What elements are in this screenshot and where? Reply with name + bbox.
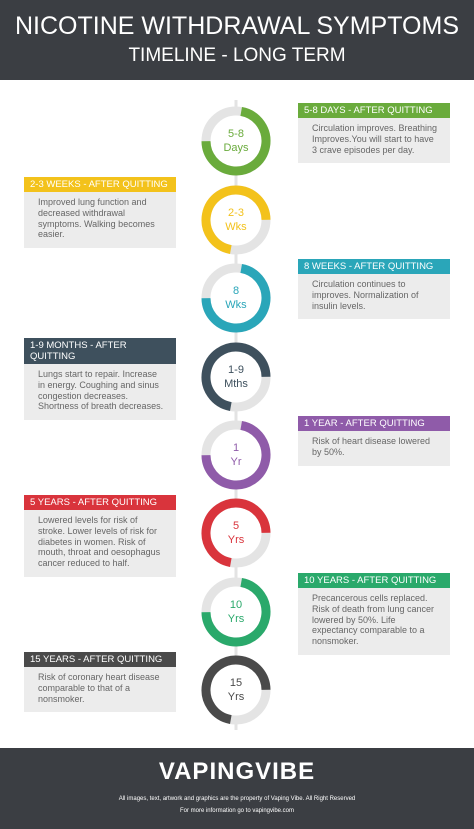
card-heading: 15 YEARS - AFTER QUITTING — [24, 652, 176, 667]
card-text: Circulation continues to improves. Norma… — [312, 279, 419, 311]
milestone-card: 1 YEAR - AFTER QUITTING Risk of heart dis… — [298, 416, 450, 466]
subtitle: TIMELINE - LONG TERM — [128, 45, 346, 66]
card-heading: 2-3 WEEKS - AFTER QUITTING — [24, 177, 176, 192]
circle-label: Yrs — [228, 534, 245, 546]
card-text: Lungs start to repair. Increase in energ… — [38, 369, 164, 412]
notice: All images, text, artwork and graphics a… — [118, 796, 356, 802]
milestone-card: 5 YEARS - AFTER QUITTING Lowered levels f… — [24, 495, 176, 577]
title: NICOTINE WITHDRAWAL SYMPTOMS — [15, 12, 459, 40]
circle-arc — [201, 498, 271, 568]
card-text: Circulation improves. Breathing Improves… — [312, 123, 438, 155]
circle-arc — [201, 577, 271, 647]
circle-label: Wks — [225, 299, 247, 311]
milestone-card: 5-8 DAYS - AFTER QUITTING Circulation imp… — [298, 103, 450, 164]
milestone-card: 2-3 WEEKS - AFTER QUITTING Improved lung … — [24, 177, 176, 249]
circle-arc — [201, 655, 271, 725]
circle-label: 15 — [230, 677, 242, 689]
circle-label: 1-9 — [228, 364, 244, 376]
card-heading: 1-9 MONTHS - AFTER QUITTING — [24, 338, 176, 364]
circle-label: Days — [223, 142, 249, 154]
card-text: Lowered levels for risk of stroke. Lower… — [38, 515, 161, 569]
card-text: Precancerous cells replaced. Risk of dea… — [312, 593, 435, 647]
circle-arc — [201, 263, 271, 333]
circle-label: Yrs — [228, 691, 245, 703]
card-heading: 1 YEAR - AFTER QUITTING — [298, 416, 450, 431]
milestone-card: 15 YEARS - AFTER QUITTING Risk of coronar… — [24, 652, 176, 713]
circle-arc — [201, 185, 271, 255]
milestone-card: 1-9 MONTHS - AFTER QUITTING Lungs start t… — [24, 338, 176, 421]
circle-arc — [201, 342, 271, 412]
circle-label: Yr — [231, 456, 242, 468]
card-heading: 5 YEARS - AFTER QUITTING — [24, 495, 176, 510]
footer: VAPINGVIBE All images, text, artwork and… — [0, 748, 474, 829]
brand: VAPINGVIBE — [158, 758, 316, 785]
circle-arc — [201, 106, 271, 176]
circle-label: 1 — [233, 442, 239, 454]
circle-label: 10 — [230, 599, 242, 611]
circle-label: 5-8 — [228, 128, 244, 140]
card-heading: 8 WEEKS - AFTER QUITTING — [298, 259, 450, 274]
card-text: Improved lung function and decreased wit… — [38, 197, 155, 240]
header: NICOTINE WITHDRAWAL SYMPTOMS TIMELINE - … — [0, 0, 474, 80]
circle-label: Yrs — [228, 613, 245, 625]
card-heading: 10 YEARS - AFTER QUITTING — [298, 573, 450, 588]
milestone-card: 10 YEARS - AFTER QUITTING Precancerous ce… — [298, 573, 450, 655]
circle-label: Wks — [225, 221, 247, 233]
circle-label: 5 — [233, 520, 239, 532]
info: For more information go to vapingvibe.co… — [179, 808, 295, 814]
card-text: Risk of coronary heart disease comparabl… — [38, 672, 160, 704]
circle-label: 8 — [233, 285, 239, 297]
circle-arc — [201, 420, 271, 490]
card-heading: 5-8 DAYS - AFTER QUITTING — [298, 103, 450, 118]
card-text: Risk of heart disease lowered by 50%. — [312, 436, 431, 457]
circle-label: Mths — [224, 378, 248, 390]
milestone-card: 8 WEEKS - AFTER QUITTING Circulation cont… — [298, 259, 450, 320]
circle-label: 2-3 — [228, 207, 244, 219]
